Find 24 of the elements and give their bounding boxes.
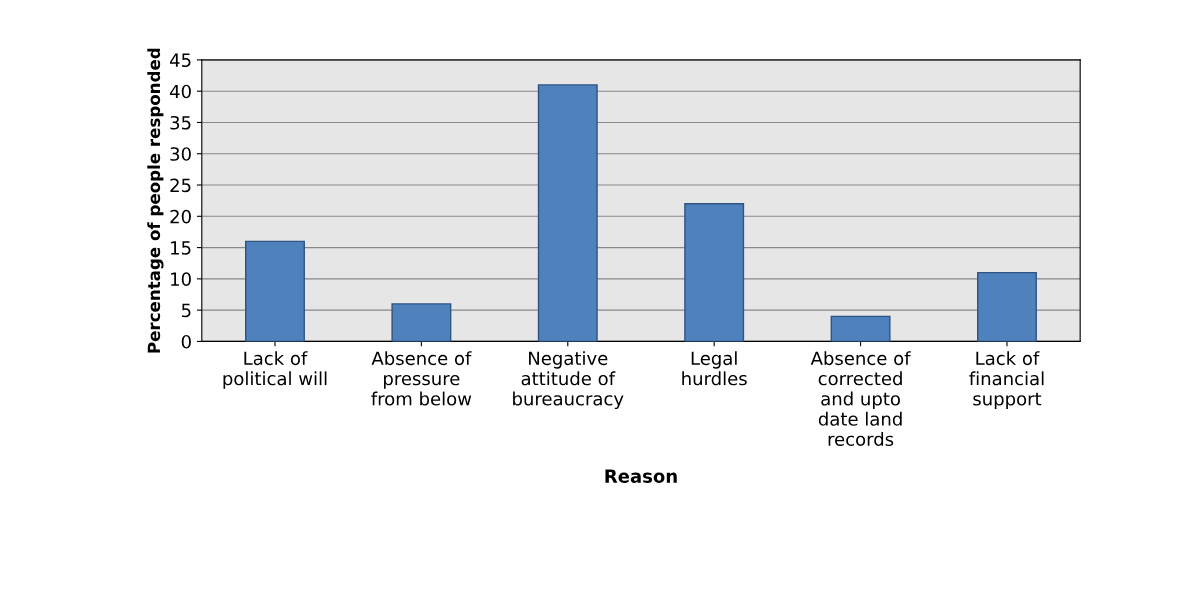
- y-axis-title: Percentage of people responded: [147, 48, 164, 353]
- x-tick-label: Absence of corrected and upto date land records: [810, 351, 911, 446]
- bar: [684, 203, 745, 342]
- y-tick-label: 25: [170, 178, 191, 193]
- y-tick-label: 0: [181, 334, 191, 349]
- bar: [245, 240, 305, 342]
- x-tick-label: Absence of pressure from below: [371, 351, 472, 406]
- x-tick-label: Legal hurdles: [682, 351, 747, 386]
- x-tick-label: Lack of financial support: [969, 351, 1044, 410]
- y-tick-label: 20: [170, 209, 191, 224]
- y-tick-label: 40: [169, 84, 191, 99]
- bar: [976, 271, 1037, 342]
- x-tick-label: Lack of political will: [223, 351, 327, 389]
- bar: [537, 84, 598, 342]
- bar: [830, 315, 891, 342]
- y-tick-label: 15: [171, 241, 191, 255]
- y-tick-label: 45: [169, 53, 191, 68]
- y-tick-label: 5: [181, 303, 191, 318]
- y-tick-label: 10: [171, 272, 191, 286]
- x-axis-title: Reason: [605, 469, 677, 483]
- y-tick-label: 30: [170, 147, 191, 161]
- bar: [391, 303, 452, 342]
- x-tick-label: Negative attitude of bureaucracy: [513, 351, 624, 410]
- y-tick-label: 35: [170, 115, 191, 130]
